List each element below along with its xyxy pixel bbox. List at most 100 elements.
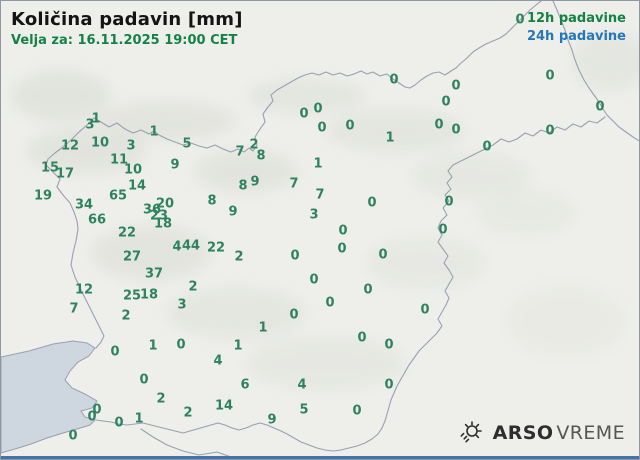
station-value: 0	[337, 242, 346, 257]
station-value: 5	[182, 137, 191, 152]
layer-legend: 12h padavine 24h padavine	[527, 10, 626, 46]
station-value: 4	[172, 240, 181, 255]
station-value: 0	[176, 338, 185, 353]
station-value: 0	[441, 95, 450, 110]
station-value: 65	[109, 189, 127, 204]
station-value: 23	[150, 209, 168, 224]
station-value: 0	[363, 283, 372, 298]
station-value: 4	[297, 378, 306, 393]
map-title: Količina padavin [mm]	[11, 9, 243, 30]
station-value: 0	[309, 273, 318, 288]
station-value: 0	[290, 249, 299, 264]
station-value: 3	[177, 298, 186, 313]
station-value: 1	[149, 125, 158, 140]
station-value: 0	[384, 378, 393, 393]
station-value: 10	[124, 163, 142, 178]
station-value: 0	[114, 416, 123, 431]
station-value: 25	[123, 289, 141, 304]
station-value: 8	[256, 149, 265, 164]
station-value: 0	[451, 79, 460, 94]
station-value: 9	[250, 175, 259, 190]
station-value: 0	[482, 140, 491, 155]
station-value: 0	[389, 73, 398, 88]
station-value: 0	[338, 224, 347, 239]
station-value: 17	[56, 167, 74, 182]
station-value: 12	[75, 283, 93, 298]
station-value: 1	[134, 412, 143, 427]
sea-gulf-of-trieste	[1, 340, 98, 454]
station-value: 2	[183, 406, 192, 421]
station-value: 0	[352, 404, 361, 419]
station-value: 2	[156, 392, 165, 407]
station-value: 0	[92, 403, 101, 418]
station-value: 2	[121, 309, 130, 324]
brand-vreme: VREME	[556, 422, 625, 444]
station-value: 2	[188, 280, 197, 295]
station-value: 9	[228, 205, 237, 220]
map-header: Količina padavin [mm] Velja za: 16.11.20…	[11, 9, 243, 48]
station-value: 5	[299, 403, 308, 418]
station-value: 2	[249, 138, 258, 153]
hillshade-texture	[11, 31, 639, 391]
station-value: 0	[110, 345, 119, 360]
station-value: 27	[123, 250, 141, 265]
station-value: 0	[420, 303, 429, 318]
bottom-accent-bar	[1, 456, 639, 459]
station-value: 1	[148, 339, 157, 354]
station-value: 8	[207, 194, 216, 209]
station-value: 0	[434, 118, 443, 133]
station-value: 7	[289, 177, 298, 192]
station-value: 0	[438, 223, 447, 238]
station-value: 0	[357, 331, 366, 346]
station-value: 0	[299, 107, 308, 122]
station-value: 0	[384, 338, 393, 353]
station-value: 9	[170, 158, 179, 173]
coastline-istria	[140, 428, 245, 459]
station-value: 14	[215, 399, 233, 414]
station-value: 10	[91, 136, 109, 151]
station-value: 1	[233, 339, 242, 354]
country-borders	[45, 1, 639, 459]
station-value: 36	[143, 203, 161, 218]
station-value: 1	[258, 321, 267, 336]
brand-text: ARSO VREME	[493, 422, 625, 444]
station-value: 20	[156, 197, 174, 212]
station-value: 0	[515, 13, 524, 28]
station-value: 34	[75, 198, 93, 213]
legend-24h-link[interactable]: 24h padavine	[526, 29, 626, 44]
legend-12h-link[interactable]: 12h padavine	[526, 11, 626, 26]
sun-rain-logo-icon	[460, 421, 482, 443]
station-value: 44	[182, 239, 200, 254]
station-value: 0	[545, 124, 554, 139]
station-value: 22	[118, 226, 136, 241]
station-value: 0	[367, 196, 376, 211]
border-austria	[93, 1, 542, 153]
station-value: 9	[267, 413, 276, 428]
station-value: 18	[154, 217, 172, 232]
station-value: 3	[85, 118, 94, 133]
station-value: 7	[69, 302, 78, 317]
station-value: 0	[87, 410, 96, 425]
station-value: 8	[238, 179, 247, 194]
station-value: 18	[140, 288, 158, 303]
station-value: 0	[317, 121, 326, 136]
station-value: 2	[234, 250, 243, 265]
station-value: 7	[235, 145, 244, 160]
station-value: 37	[145, 267, 163, 282]
station-value: 7	[315, 188, 324, 203]
station-value: 4	[213, 354, 222, 369]
station-value: 0	[325, 296, 334, 311]
station-value: 19	[34, 189, 52, 204]
station-value: 0	[595, 100, 604, 115]
station-value: 0	[313, 102, 322, 117]
border-hungary	[552, 1, 639, 142]
station-value: 22	[207, 241, 225, 256]
station-value: 0	[139, 373, 148, 388]
station-value: 14	[128, 179, 146, 194]
station-value: 6	[240, 378, 249, 393]
station-value: 0	[444, 195, 453, 210]
station-value: 11	[110, 153, 128, 168]
